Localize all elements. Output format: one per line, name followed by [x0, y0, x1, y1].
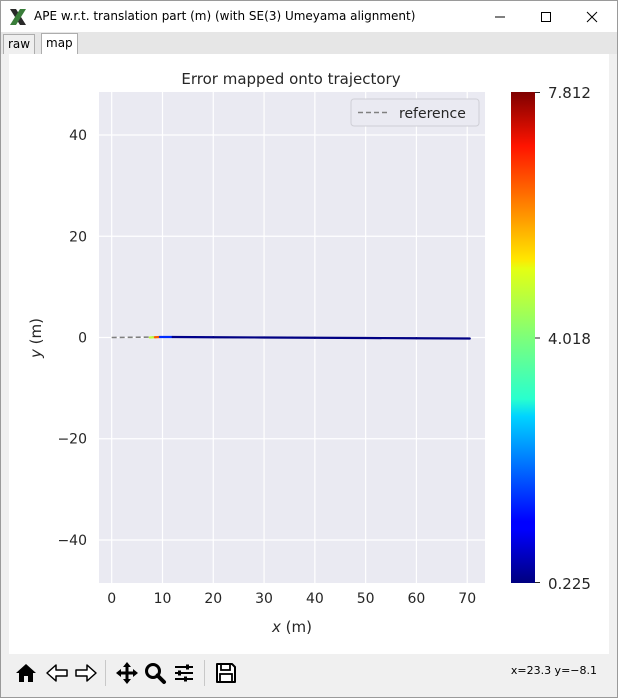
legend: reference	[350, 98, 480, 127]
y-tick-label: 40	[69, 128, 87, 144]
forward-icon	[75, 664, 97, 682]
minimize-icon	[495, 16, 505, 17]
x-axis-label-unit: (m)	[281, 618, 312, 636]
pan-icon	[116, 662, 138, 684]
x-logo-icon	[10, 9, 26, 25]
trajectory-layer	[111, 335, 471, 340]
tab-raw[interactable]: raw	[3, 34, 36, 54]
colorbar-max-label: 7.812	[548, 84, 591, 102]
plot-svg: Error mapped onto trajectory 0 10 20 30 40 50…	[27, 70, 591, 636]
x-tick-label: 30	[255, 591, 273, 607]
y-tick-label: 20	[69, 229, 87, 245]
zoom-icon	[145, 663, 166, 684]
configure-subplots-icon	[175, 664, 193, 682]
x-tick-label: 70	[458, 591, 476, 607]
title-bar: APE w.r.t. translation part (m) (with SE…	[1, 1, 617, 32]
maximize-icon	[541, 11, 551, 22]
close-icon	[586, 11, 598, 22]
navigation-toolbar: x=23.3 y=−8.1	[1, 654, 617, 697]
x-tick-label: 40	[306, 591, 324, 607]
tab-bar: raw map	[1, 32, 617, 55]
y-tick-label: −20	[57, 432, 87, 448]
forward-button[interactable]	[72, 659, 100, 687]
save-button[interactable]	[212, 659, 240, 687]
maximize-button[interactable]	[523, 1, 569, 32]
back-button[interactable]	[43, 659, 71, 687]
y-axis-ticks: 40 20 0 −20 −40	[57, 128, 87, 549]
legend-box	[350, 98, 480, 127]
window-title: APE w.r.t. translation part (m) (with SE…	[34, 9, 416, 23]
x-axis-label: x (m)	[271, 618, 312, 636]
y-axis-label-var: y	[27, 348, 45, 359]
x-axis-label-var: x	[271, 618, 281, 636]
minimize-button[interactable]	[477, 1, 523, 32]
zoom-button[interactable]	[141, 659, 169, 687]
y-axis-label: y (m)	[27, 318, 45, 359]
y-tick-label: 0	[78, 331, 87, 347]
x-tick-label: 50	[357, 591, 375, 607]
configure-subplots-button[interactable]	[170, 659, 198, 687]
x-tick-label: 0	[107, 591, 116, 607]
pan-button[interactable]	[113, 659, 141, 687]
colorbar: 7.812 4.018 0.225	[511, 84, 591, 593]
home-button[interactable]	[12, 659, 40, 687]
y-tick-label: −40	[57, 533, 87, 549]
x-tick-label: 10	[154, 591, 172, 607]
close-button[interactable]	[569, 1, 615, 32]
back-icon	[46, 664, 68, 682]
x-tick-label: 20	[204, 591, 222, 607]
x-axis-ticks: 0 10 20 30 40 50 60 70	[107, 591, 476, 607]
legend-reference-label: reference	[399, 106, 466, 122]
plot-title: Error mapped onto trajectory	[181, 70, 400, 88]
home-icon	[16, 664, 36, 682]
cursor-coordinates: x=23.3 y=−8.1	[510, 664, 597, 677]
toolbar-separator	[105, 660, 106, 686]
tab-map[interactable]: map	[41, 33, 78, 55]
toolbar-separator	[204, 660, 205, 686]
colorbar-min-label: 0.225	[548, 575, 591, 593]
x-tick-label: 60	[408, 591, 426, 607]
figure-canvas[interactable]: Error mapped onto trajectory 0 10 20 30 40 50…	[9, 54, 609, 654]
save-icon	[216, 663, 236, 683]
colorbar-mid-label: 4.018	[548, 330, 591, 348]
y-axis-label-unit: (m)	[27, 318, 45, 349]
colorbar-gradient	[511, 92, 535, 583]
